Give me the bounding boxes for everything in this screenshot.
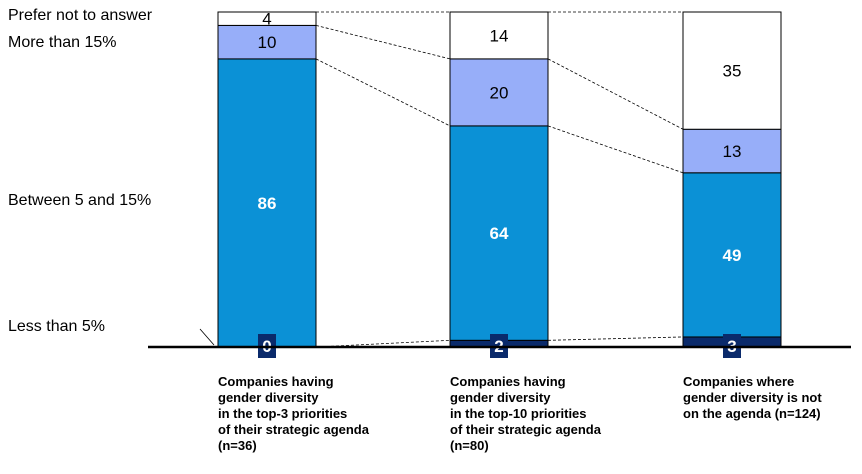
category-label: Companies where [683, 374, 794, 389]
category-label: Companies having [450, 374, 566, 389]
connector-line [547, 125, 684, 174]
value-label: 13 [723, 142, 742, 161]
legend-label-between-5-and-15: Between 5 and 15% [8, 192, 151, 209]
bar-segment [682, 11, 782, 130]
legend-label-prefer-not-to-answer: Prefer not to answer [8, 7, 153, 24]
bar-segment [682, 172, 782, 338]
legend-label-less-than-5: Less than 5% [8, 318, 105, 335]
legend-label-more-than-15: More than 15% [8, 34, 117, 51]
connector-line [315, 25, 451, 60]
value-label: 20 [490, 83, 509, 102]
category-label: (n=80) [450, 438, 489, 453]
value-label: 4 [262, 10, 271, 29]
value-label: 10 [258, 33, 277, 52]
category-label: (n=36) [218, 438, 257, 453]
connector-line [315, 58, 451, 127]
bar-segment [217, 58, 317, 348]
value-label: 35 [723, 62, 742, 81]
legend-leader-line [199, 328, 215, 346]
bar-segment [449, 125, 549, 341]
bars: 08610426420143491335 [217, 10, 782, 358]
value-label: 49 [723, 246, 742, 265]
category-label: Companies having [218, 374, 334, 389]
category-label: of their strategic agenda [218, 422, 370, 437]
category-label: gender diversity [218, 390, 319, 405]
value-label: 64 [490, 224, 509, 243]
bar-segment [217, 11, 317, 26]
connector-line [547, 336, 684, 341]
category-label: on the agenda (n=124) [683, 406, 821, 421]
category-label: gender diversity [450, 390, 551, 405]
legend: Prefer not to answer More than 15% Between… [8, 7, 215, 346]
value-label: 86 [258, 194, 277, 213]
value-label: 14 [490, 26, 509, 45]
bar-segment [449, 11, 549, 60]
connector-lines [315, 11, 684, 348]
category-label: gender diversity is not [683, 390, 822, 405]
bar-segment [449, 58, 549, 127]
category-label: in the top-10 priorities [450, 406, 587, 421]
category-label: in the top-3 priorities [218, 406, 347, 421]
connector-line [547, 58, 684, 130]
category-label: of their strategic agenda [450, 422, 602, 437]
